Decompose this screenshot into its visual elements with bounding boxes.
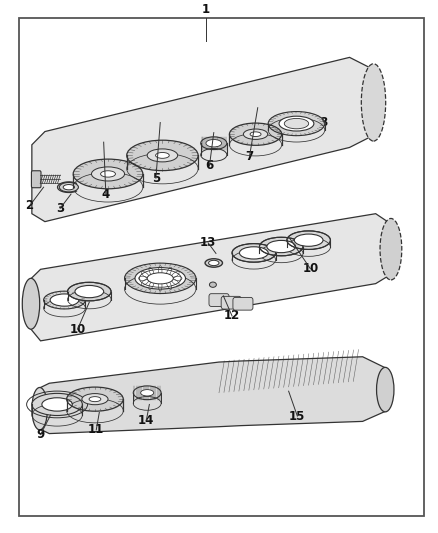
Ellipse shape (32, 387, 47, 430)
Ellipse shape (201, 137, 227, 150)
Text: 9: 9 (36, 428, 45, 441)
FancyBboxPatch shape (233, 297, 253, 310)
Ellipse shape (380, 219, 402, 280)
Ellipse shape (82, 393, 108, 405)
Ellipse shape (377, 367, 394, 412)
Text: 10: 10 (302, 262, 318, 275)
Ellipse shape (67, 387, 123, 411)
Ellipse shape (267, 240, 296, 253)
Ellipse shape (63, 184, 74, 190)
Ellipse shape (124, 263, 196, 294)
Ellipse shape (230, 123, 282, 146)
Text: 14: 14 (138, 414, 155, 427)
Text: 13: 13 (200, 236, 216, 249)
Ellipse shape (92, 167, 124, 181)
Ellipse shape (67, 282, 111, 301)
Ellipse shape (209, 282, 216, 287)
Text: 5: 5 (152, 172, 160, 184)
Ellipse shape (287, 231, 330, 249)
Ellipse shape (155, 152, 169, 158)
Polygon shape (30, 214, 393, 341)
Ellipse shape (206, 140, 222, 147)
Ellipse shape (361, 64, 386, 141)
Text: 2: 2 (25, 199, 34, 212)
Text: 10: 10 (70, 322, 86, 336)
FancyBboxPatch shape (32, 171, 41, 188)
Text: 1: 1 (202, 3, 210, 16)
Text: 6: 6 (205, 159, 214, 173)
Text: 7: 7 (245, 150, 254, 163)
Ellipse shape (259, 237, 303, 256)
Ellipse shape (101, 171, 116, 177)
Polygon shape (32, 58, 376, 222)
Ellipse shape (240, 247, 268, 259)
Ellipse shape (232, 244, 276, 262)
Text: 4: 4 (102, 188, 110, 200)
Ellipse shape (279, 116, 314, 131)
Ellipse shape (135, 268, 185, 289)
Ellipse shape (32, 393, 82, 416)
Ellipse shape (50, 294, 79, 306)
Ellipse shape (244, 129, 268, 140)
Ellipse shape (133, 386, 161, 400)
Text: 3: 3 (56, 202, 64, 215)
Ellipse shape (44, 291, 85, 309)
Ellipse shape (268, 111, 325, 136)
Ellipse shape (42, 398, 72, 411)
Ellipse shape (141, 390, 154, 396)
Ellipse shape (89, 397, 101, 402)
Text: 8: 8 (319, 116, 328, 128)
Ellipse shape (147, 273, 173, 284)
Ellipse shape (294, 234, 323, 246)
Ellipse shape (208, 260, 219, 265)
Ellipse shape (127, 140, 198, 171)
Ellipse shape (250, 132, 261, 136)
Ellipse shape (75, 286, 104, 298)
Ellipse shape (59, 182, 78, 192)
Ellipse shape (284, 118, 309, 129)
Text: 11: 11 (88, 423, 104, 437)
Ellipse shape (205, 259, 223, 267)
Text: 15: 15 (289, 409, 306, 423)
FancyBboxPatch shape (209, 294, 229, 306)
Ellipse shape (147, 149, 178, 162)
Ellipse shape (22, 278, 40, 329)
Ellipse shape (73, 159, 143, 189)
Polygon shape (39, 357, 387, 433)
Text: 12: 12 (224, 310, 240, 322)
FancyBboxPatch shape (221, 296, 241, 309)
